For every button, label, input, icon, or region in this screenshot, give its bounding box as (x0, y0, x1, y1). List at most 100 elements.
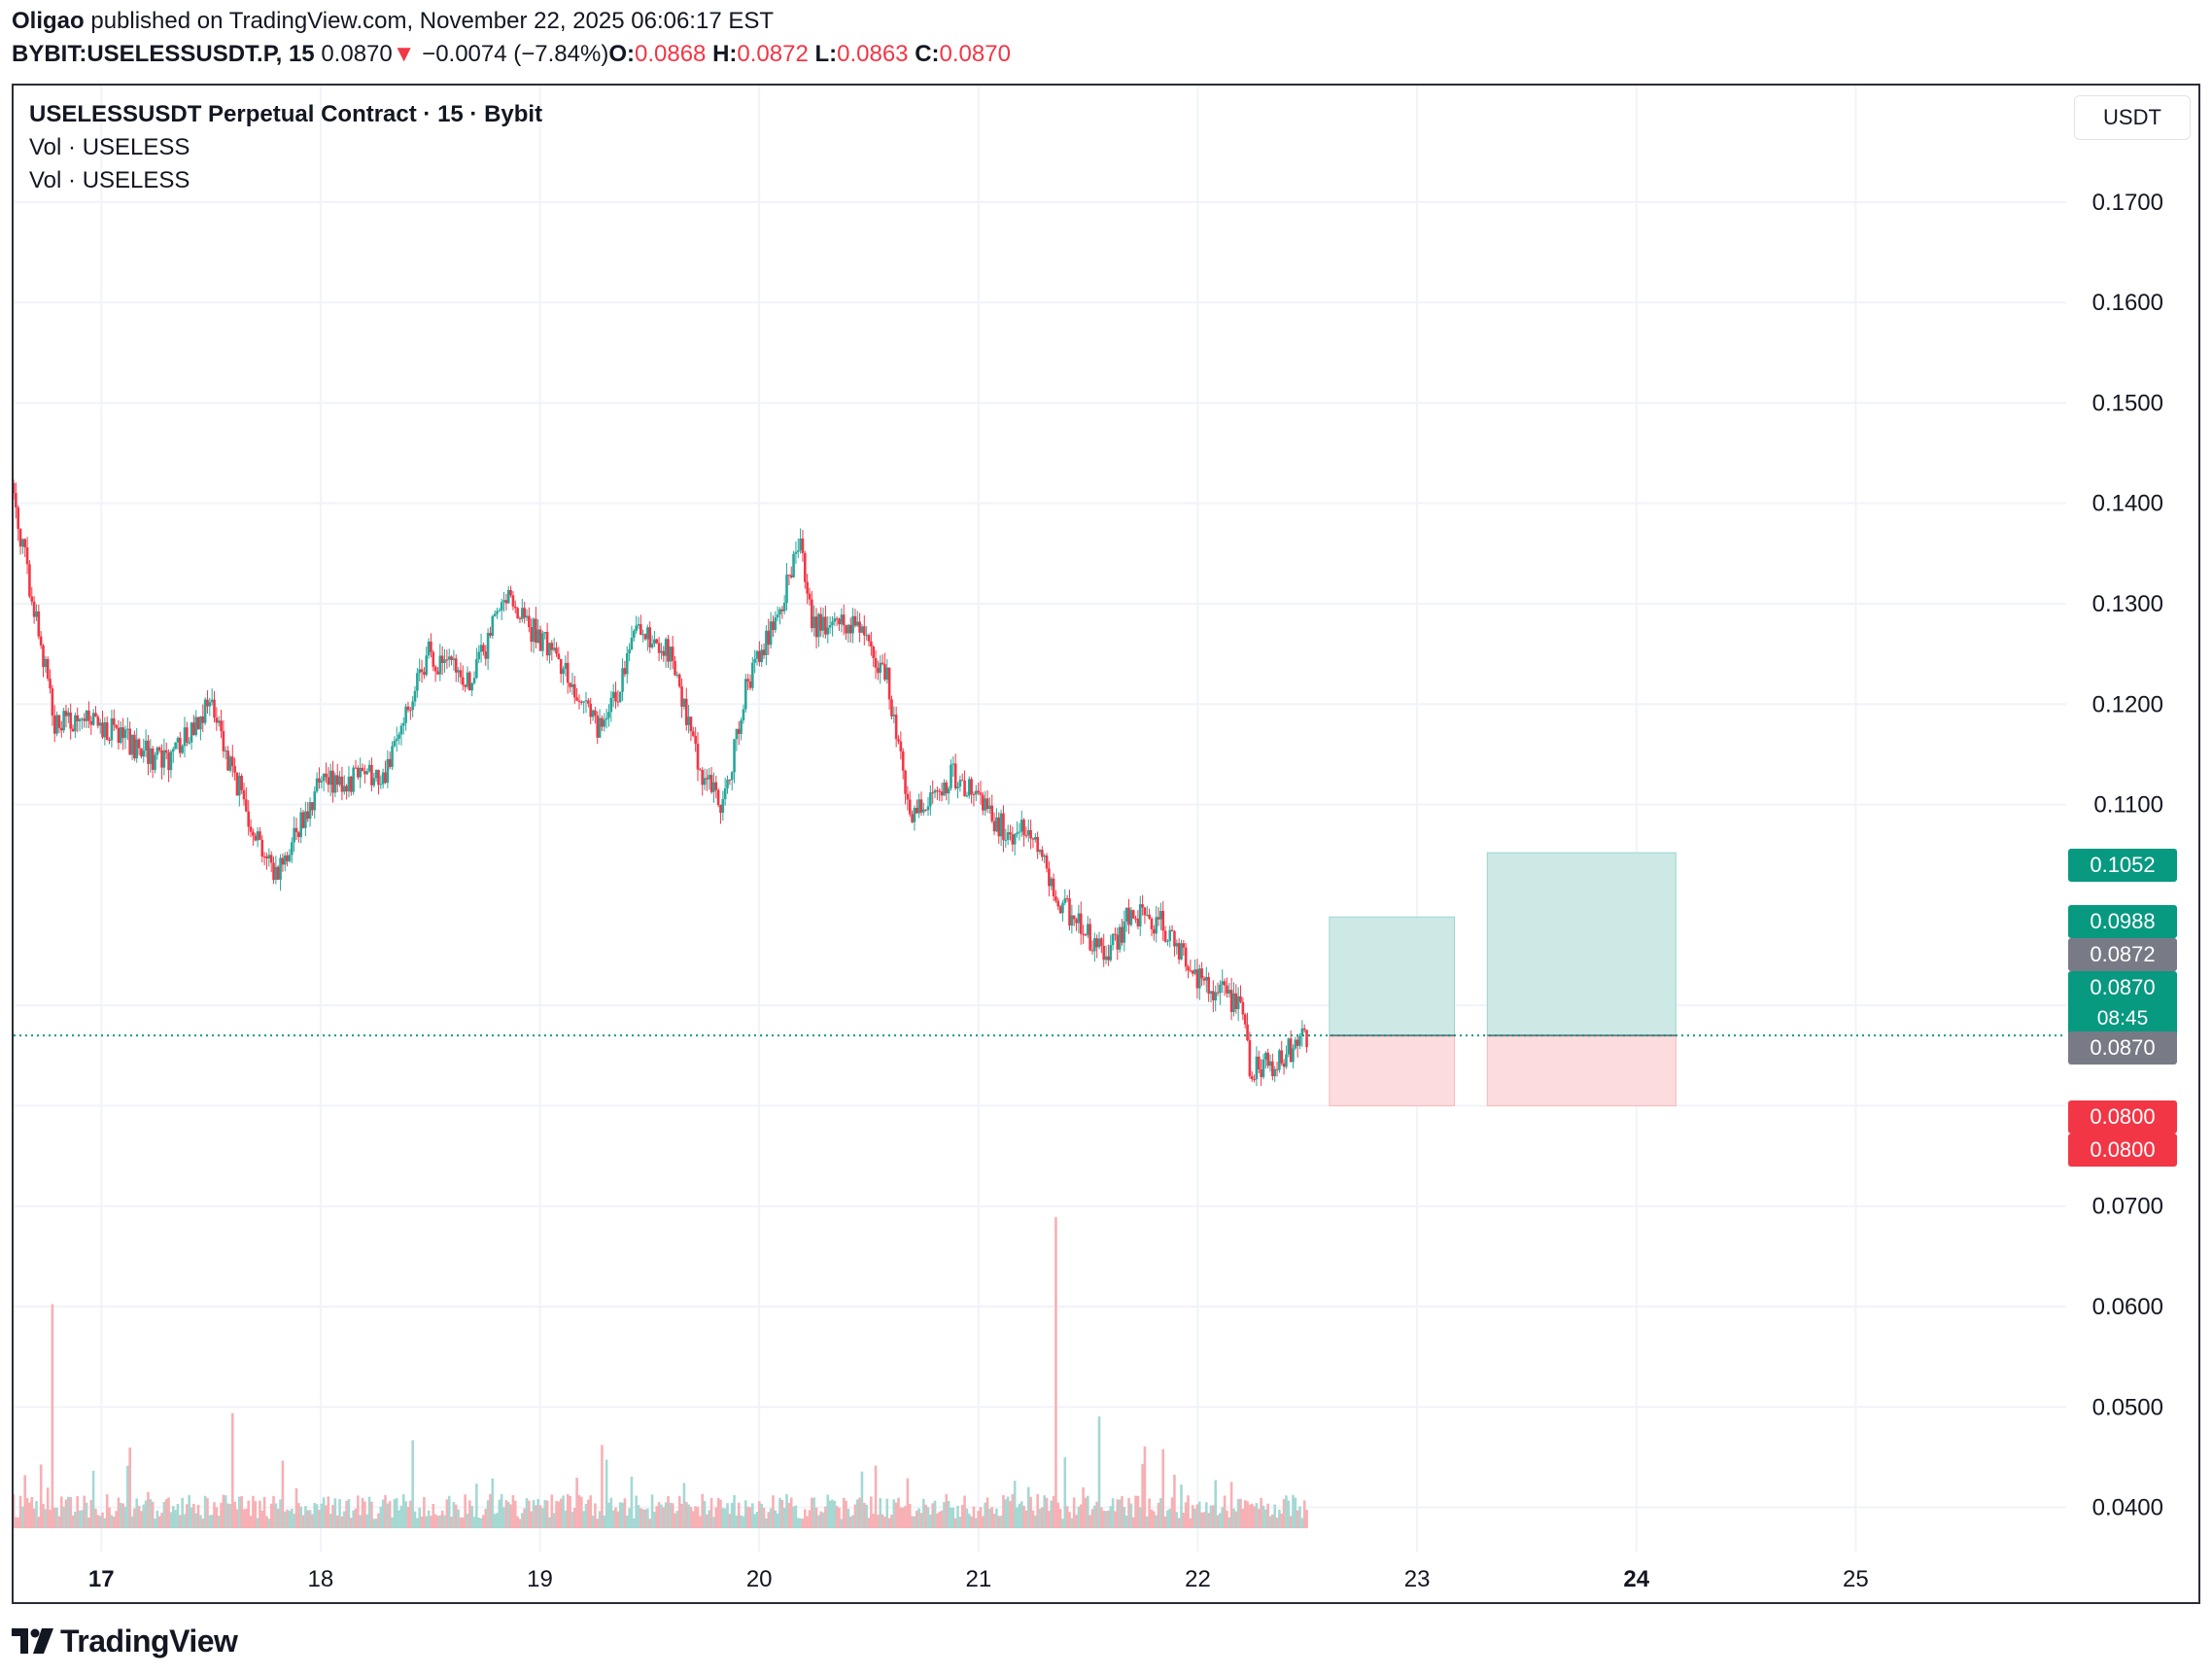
volume-bar (1011, 1494, 1015, 1528)
volume-bar (1075, 1515, 1078, 1528)
brand-name: TradingView (60, 1623, 238, 1659)
tradingview-logo[interactable]: TradingView (12, 1622, 238, 1660)
volume-bar (1084, 1497, 1088, 1528)
volume-bar (489, 1493, 492, 1528)
volume-bar (536, 1498, 540, 1528)
candle-body (18, 529, 22, 547)
volume-bar (548, 1517, 551, 1528)
candle-body (30, 596, 34, 602)
author-name[interactable]: Oligao (12, 8, 85, 34)
candle-body (664, 639, 668, 656)
candle-body (723, 787, 727, 800)
volume-bar (728, 1514, 732, 1528)
volume-bar (502, 1507, 505, 1528)
volume-bar (347, 1498, 351, 1528)
candle-body (721, 799, 725, 814)
volume-bar (894, 1502, 898, 1528)
candle-body (433, 666, 437, 672)
candle-body (811, 599, 813, 629)
volume-bar (201, 1519, 205, 1528)
candle-body (1184, 947, 1188, 967)
volume-bar (23, 1475, 27, 1528)
open-label: O: (608, 41, 635, 67)
volume-bar (762, 1508, 766, 1528)
candle-body (1107, 956, 1110, 960)
volume-bar (1305, 1510, 1308, 1528)
volume-bar (1095, 1501, 1098, 1528)
volume-bar (164, 1499, 168, 1528)
volume-bar (210, 1515, 214, 1528)
candle-body (496, 611, 499, 614)
candle-body (990, 805, 994, 821)
volume-bar (338, 1499, 341, 1528)
candle-body (1138, 904, 1142, 926)
candle-body (96, 716, 100, 726)
candle-body (401, 722, 405, 726)
candle-body (577, 700, 581, 702)
volume-bar (1260, 1497, 1262, 1528)
candle-body (15, 493, 17, 507)
close-label: C: (915, 41, 940, 67)
candle-body (808, 593, 812, 600)
candle-body (156, 747, 159, 755)
candle-body (828, 624, 832, 628)
volume-bar (863, 1502, 866, 1528)
candle-body (335, 775, 339, 786)
time-axis: 17 18 19 20 21 22 23 24 25 (88, 1566, 1869, 1592)
candle-body (438, 655, 442, 675)
volume-bar (1009, 1501, 1012, 1528)
candle-body (1043, 855, 1046, 857)
volume-bar (1138, 1507, 1142, 1528)
candle-body (984, 798, 986, 811)
volume-bar (917, 1508, 920, 1528)
candle-body (799, 538, 802, 551)
volume-bar (1131, 1517, 1135, 1528)
volume-bar (470, 1505, 473, 1528)
candle-body (872, 646, 875, 658)
volume-bar (1026, 1486, 1030, 1528)
candle-body (674, 660, 676, 676)
candle-body (530, 627, 533, 643)
volume-bar (1205, 1502, 1208, 1528)
volume-bar (85, 1502, 88, 1528)
volume-bar (215, 1507, 219, 1528)
candle-body (582, 701, 585, 703)
candle-body (646, 627, 649, 640)
volume-bar (98, 1516, 102, 1528)
candle-body (538, 629, 542, 651)
volume-bar (381, 1499, 385, 1528)
candle-body (982, 794, 985, 811)
candle-body (938, 790, 942, 792)
volume-bar (328, 1514, 332, 1528)
candle-body (235, 772, 239, 796)
currency-button[interactable]: USDT (2074, 95, 2191, 140)
volume-indicator-2[interactable]: Vol · USELESS (29, 167, 190, 193)
volume-bar (290, 1508, 294, 1528)
volume-bar (812, 1497, 815, 1528)
candle-body (386, 758, 390, 784)
volume-bar (1136, 1495, 1140, 1528)
volume-bar (123, 1506, 127, 1528)
volume-bar (977, 1511, 980, 1528)
volume-bar (819, 1511, 823, 1528)
volume-bar (950, 1507, 952, 1528)
volume-bar (1173, 1474, 1176, 1528)
candle-body (607, 712, 610, 718)
volume-bar (1189, 1518, 1192, 1528)
volume-indicator-1[interactable]: Vol · USELESS (29, 134, 190, 160)
candle-body (432, 651, 435, 667)
chart-legend-title[interactable]: USELESSUSDT Perpetual Contract · 15 · By… (29, 101, 543, 127)
volume-bar (926, 1507, 930, 1528)
volume-bar (1114, 1511, 1117, 1528)
volume-bar (262, 1496, 266, 1528)
volume-bar (1262, 1505, 1265, 1528)
candle-body (64, 711, 68, 716)
candle-body (318, 778, 321, 783)
volume-bar (44, 1509, 48, 1528)
volume-bar (377, 1513, 380, 1528)
candle-body (714, 782, 718, 790)
volume-bar (828, 1500, 832, 1528)
candle-body (1155, 917, 1158, 934)
volume-bar (545, 1500, 549, 1528)
